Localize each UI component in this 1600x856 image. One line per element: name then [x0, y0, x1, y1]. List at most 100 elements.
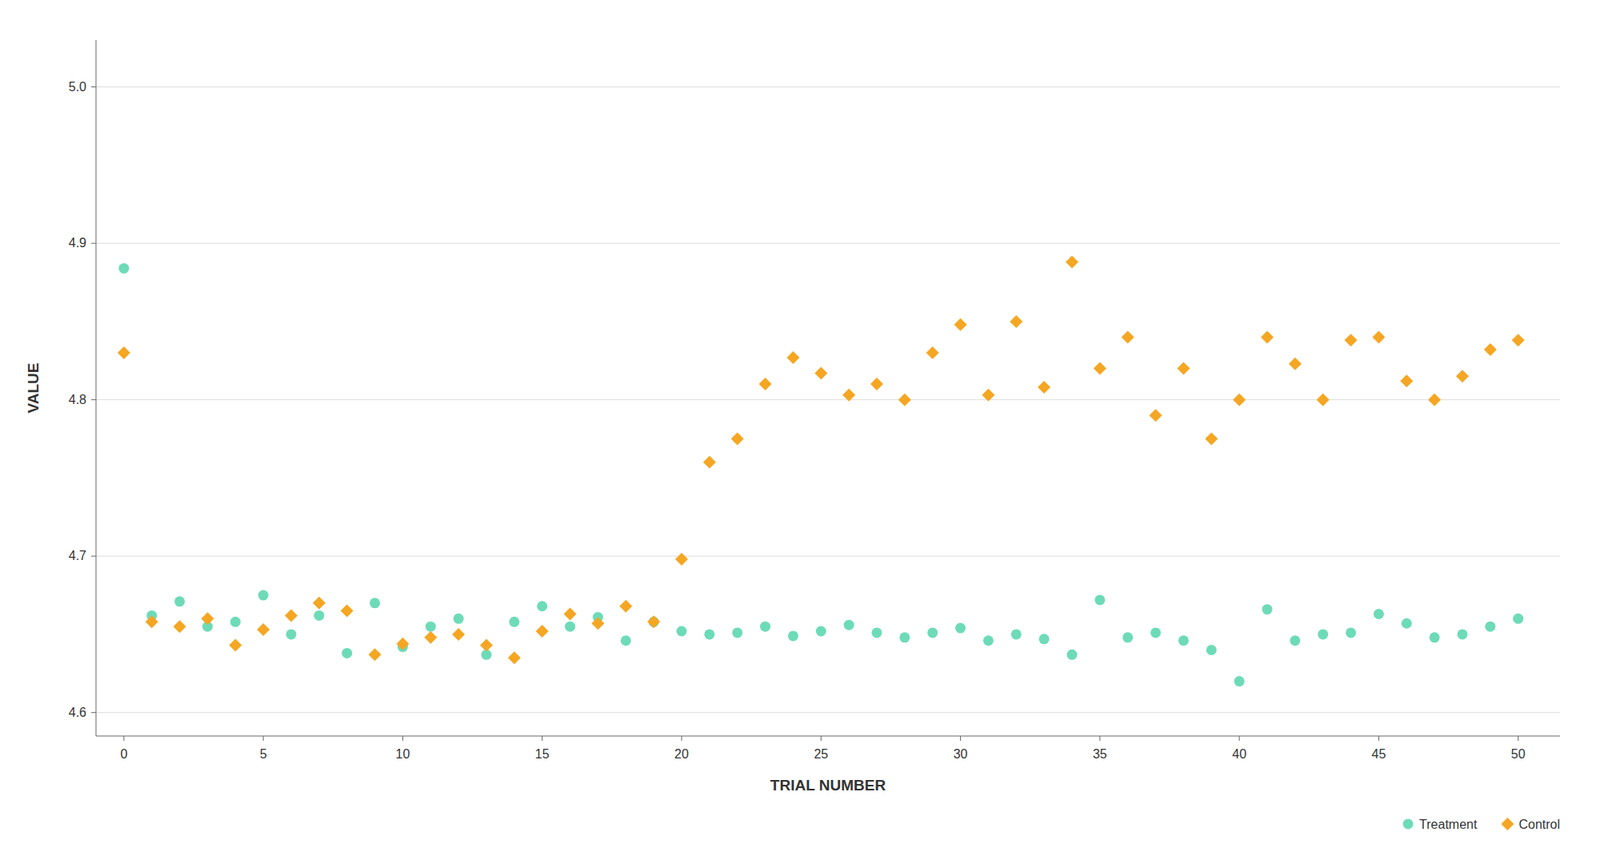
point [1484, 621, 1496, 632]
point [258, 590, 269, 601]
legend-swatch [1500, 817, 1514, 831]
point [1512, 333, 1525, 347]
point [844, 620, 855, 631]
point [759, 377, 772, 391]
point [1011, 628, 1022, 640]
point [1428, 393, 1441, 407]
legend-item: Treatment [1403, 817, 1478, 832]
point [731, 432, 744, 446]
legend-label: Treatment [1419, 817, 1478, 832]
y-ticks: 4.64.74.84.95.0 [68, 80, 96, 720]
point [872, 627, 883, 638]
point [1372, 330, 1385, 344]
point [200, 612, 214, 625]
point [1178, 635, 1189, 646]
point [340, 604, 354, 618]
point [675, 552, 688, 566]
legend-label: Control [1518, 817, 1560, 832]
point [1457, 628, 1468, 640]
y-axis-label: VALUE [24, 363, 42, 414]
x-tick [1099, 736, 1100, 741]
y-tick-label: 4.6 [68, 705, 87, 720]
point [842, 388, 856, 402]
point [704, 628, 715, 640]
y-tick-label: 4.7 [68, 548, 87, 563]
x-axis-line [96, 736, 1560, 737]
point [117, 346, 131, 360]
point [1037, 380, 1051, 394]
y-grid-line [96, 556, 1560, 557]
x-tick [402, 736, 404, 741]
point [620, 635, 632, 646]
point [425, 621, 436, 632]
series-0 [118, 263, 1524, 687]
point [1149, 408, 1163, 422]
point [1260, 330, 1274, 344]
point [1345, 627, 1356, 638]
point [230, 616, 241, 628]
x-tick [1517, 736, 1519, 741]
x-tick [1378, 736, 1380, 741]
point [899, 632, 910, 643]
x-tick-label: 10 [396, 747, 411, 761]
y-tick [91, 399, 96, 400]
point [760, 621, 771, 632]
point [926, 346, 940, 360]
x-tick-label: 30 [953, 747, 968, 761]
point [1039, 633, 1050, 644]
point [452, 628, 465, 641]
legend-item: Control [1500, 817, 1560, 832]
point [1009, 315, 1023, 328]
y-tick-label: 4.8 [68, 392, 87, 407]
point [1150, 627, 1161, 638]
point [284, 608, 298, 622]
point [1317, 628, 1328, 640]
x-tick [681, 736, 683, 741]
point [981, 388, 995, 402]
point [174, 596, 185, 607]
point [228, 639, 242, 652]
point [508, 651, 521, 664]
point [118, 263, 129, 274]
point [1401, 618, 1412, 629]
point [313, 610, 324, 621]
y-grid-line [96, 712, 1560, 713]
legend: Treatment Control [1403, 817, 1560, 832]
point [1316, 393, 1330, 407]
point [536, 624, 549, 638]
point [1065, 256, 1079, 269]
x-ticks: 05101520253035404550 [120, 736, 1525, 761]
x-tick [263, 736, 264, 741]
point [424, 631, 437, 644]
y-tick-label: 5.0 [68, 80, 87, 94]
point [312, 596, 326, 610]
point [341, 648, 352, 659]
point [480, 639, 493, 652]
point [786, 351, 800, 364]
point [954, 318, 968, 332]
point [619, 600, 632, 613]
x-tick-label: 35 [1092, 747, 1108, 761]
point [256, 623, 270, 636]
point [814, 366, 828, 380]
x-tick-label: 50 [1511, 747, 1526, 761]
x-axis-label: TRIAL NUMBER [770, 776, 887, 794]
point [368, 648, 382, 661]
x-tick-label: 5 [260, 747, 268, 761]
point [1456, 369, 1469, 383]
point [1429, 632, 1440, 643]
series-1 [117, 256, 1525, 665]
y-tick [91, 243, 96, 244]
point [870, 377, 884, 391]
x-tick [123, 736, 124, 741]
point [1122, 632, 1133, 643]
point [1094, 594, 1105, 605]
x-tick [960, 736, 961, 741]
point [1234, 676, 1245, 687]
point [732, 627, 743, 638]
point [703, 456, 716, 469]
point [1067, 649, 1078, 660]
point [564, 621, 576, 632]
y-tick [91, 86, 96, 88]
x-tick-label: 0 [120, 747, 128, 761]
